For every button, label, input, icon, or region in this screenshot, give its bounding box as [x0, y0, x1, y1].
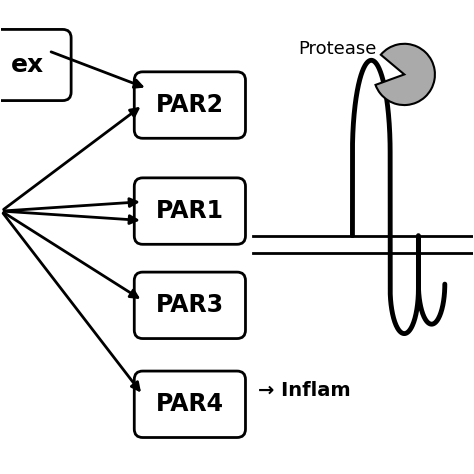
Text: → Inflam: → Inflam [258, 381, 351, 400]
FancyBboxPatch shape [134, 178, 246, 244]
Wedge shape [375, 44, 435, 105]
Text: Protease: Protease [298, 39, 377, 57]
Text: PAR2: PAR2 [156, 93, 224, 117]
Text: PAR1: PAR1 [156, 199, 224, 223]
FancyBboxPatch shape [0, 29, 71, 100]
Text: PAR4: PAR4 [156, 392, 224, 416]
FancyBboxPatch shape [134, 272, 246, 338]
FancyBboxPatch shape [134, 72, 246, 138]
Text: PAR3: PAR3 [156, 293, 224, 317]
Text: ex: ex [11, 53, 44, 77]
FancyBboxPatch shape [134, 371, 246, 438]
